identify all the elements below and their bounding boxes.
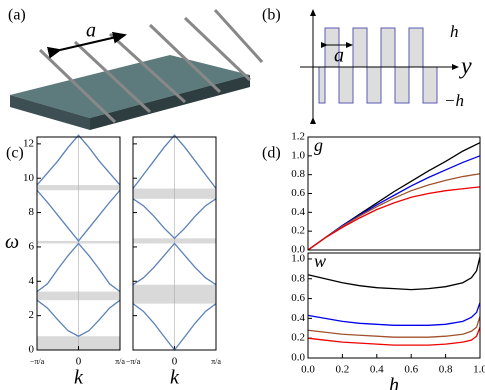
y-tick-label: 0 xyxy=(29,344,35,356)
series-line xyxy=(307,186,481,251)
x-tick-label: −π/a xyxy=(30,357,45,366)
y-tick-label: 1.0 xyxy=(291,149,305,161)
axis-label: y xyxy=(459,54,472,80)
spacing-arrow xyxy=(46,31,127,59)
top-label: h xyxy=(450,22,459,41)
bottom-label: −h xyxy=(444,91,464,110)
x-tick-label: 0 xyxy=(172,356,178,368)
x-axis-label: h xyxy=(389,375,399,390)
series-line xyxy=(307,256,481,291)
slab-front xyxy=(90,75,250,130)
y-tick-label: 4 xyxy=(29,275,35,287)
y-tick-label: 0.6 xyxy=(291,187,305,199)
plot-label: w xyxy=(314,251,326,271)
slab-top xyxy=(10,55,250,118)
panel-label: (c) xyxy=(6,145,24,162)
plot-frame xyxy=(36,136,121,351)
series-line xyxy=(36,299,121,337)
x-tick-label: 0 xyxy=(76,356,82,368)
series-line xyxy=(132,134,217,189)
panel-label: (a) xyxy=(8,7,26,24)
spacing-label: a xyxy=(86,20,96,42)
x-tick-label: 0.6 xyxy=(404,364,418,376)
x-tick-label: 0.4 xyxy=(370,364,384,376)
series-line xyxy=(307,316,481,338)
panel-label: (b) xyxy=(262,7,281,24)
panel-b: (b) h a y −h xyxy=(262,7,472,124)
y-axis-label: ω xyxy=(5,231,19,253)
y-tick-label: 0.2 xyxy=(291,225,305,237)
plot-frame xyxy=(307,136,481,251)
y-tick-label: 8 xyxy=(29,206,35,218)
series-line xyxy=(307,142,481,251)
x-tick-label: 1.0 xyxy=(473,364,485,376)
y-tick-label: 1.0 xyxy=(291,252,305,264)
plot-frame xyxy=(307,252,481,359)
series-line xyxy=(132,198,217,240)
y-tick-label: 0.8 xyxy=(291,168,305,180)
plot-label: g xyxy=(314,135,323,155)
y-tick-label: 1.2 xyxy=(291,131,305,143)
series-line xyxy=(307,173,481,251)
x-tick-label: π/a xyxy=(211,357,221,366)
x-tick-label: 0.0 xyxy=(301,364,315,376)
series-line xyxy=(307,302,481,326)
series-line xyxy=(36,134,121,186)
y-tick-label: 0.0 xyxy=(291,352,305,364)
period-label: a xyxy=(334,45,344,67)
plot-frame xyxy=(132,136,217,351)
x-axis-label: k xyxy=(74,367,84,389)
y-tick-label: 0.4 xyxy=(291,206,305,218)
panel-a: (a) a xyxy=(8,7,264,130)
y-tick-label: 0.0 xyxy=(291,244,305,256)
y-tick-label: 0.8 xyxy=(291,272,305,284)
y-tick-label: 0.2 xyxy=(291,332,305,344)
series-line xyxy=(132,242,217,286)
y-tick-label: 0.4 xyxy=(291,312,305,324)
x-axis-label: k xyxy=(170,367,180,389)
y-tick-label: 0.6 xyxy=(291,292,305,304)
x-tick-label: π/a xyxy=(115,357,125,366)
slab-side xyxy=(10,95,90,130)
x-tick-label: −π/a xyxy=(126,357,141,366)
x-tick-label: 0.2 xyxy=(336,364,350,376)
x-tick-label: 0.8 xyxy=(439,364,453,376)
y-tick-label: 2 xyxy=(29,309,35,321)
series-line xyxy=(307,327,481,346)
panel-label: (d) xyxy=(262,145,281,162)
series-line xyxy=(36,242,121,293)
y-tick-label: 10 xyxy=(23,172,35,184)
series-line xyxy=(36,189,121,242)
y-tick-label: 12 xyxy=(23,137,34,149)
y-tick-label: 6 xyxy=(29,240,35,252)
